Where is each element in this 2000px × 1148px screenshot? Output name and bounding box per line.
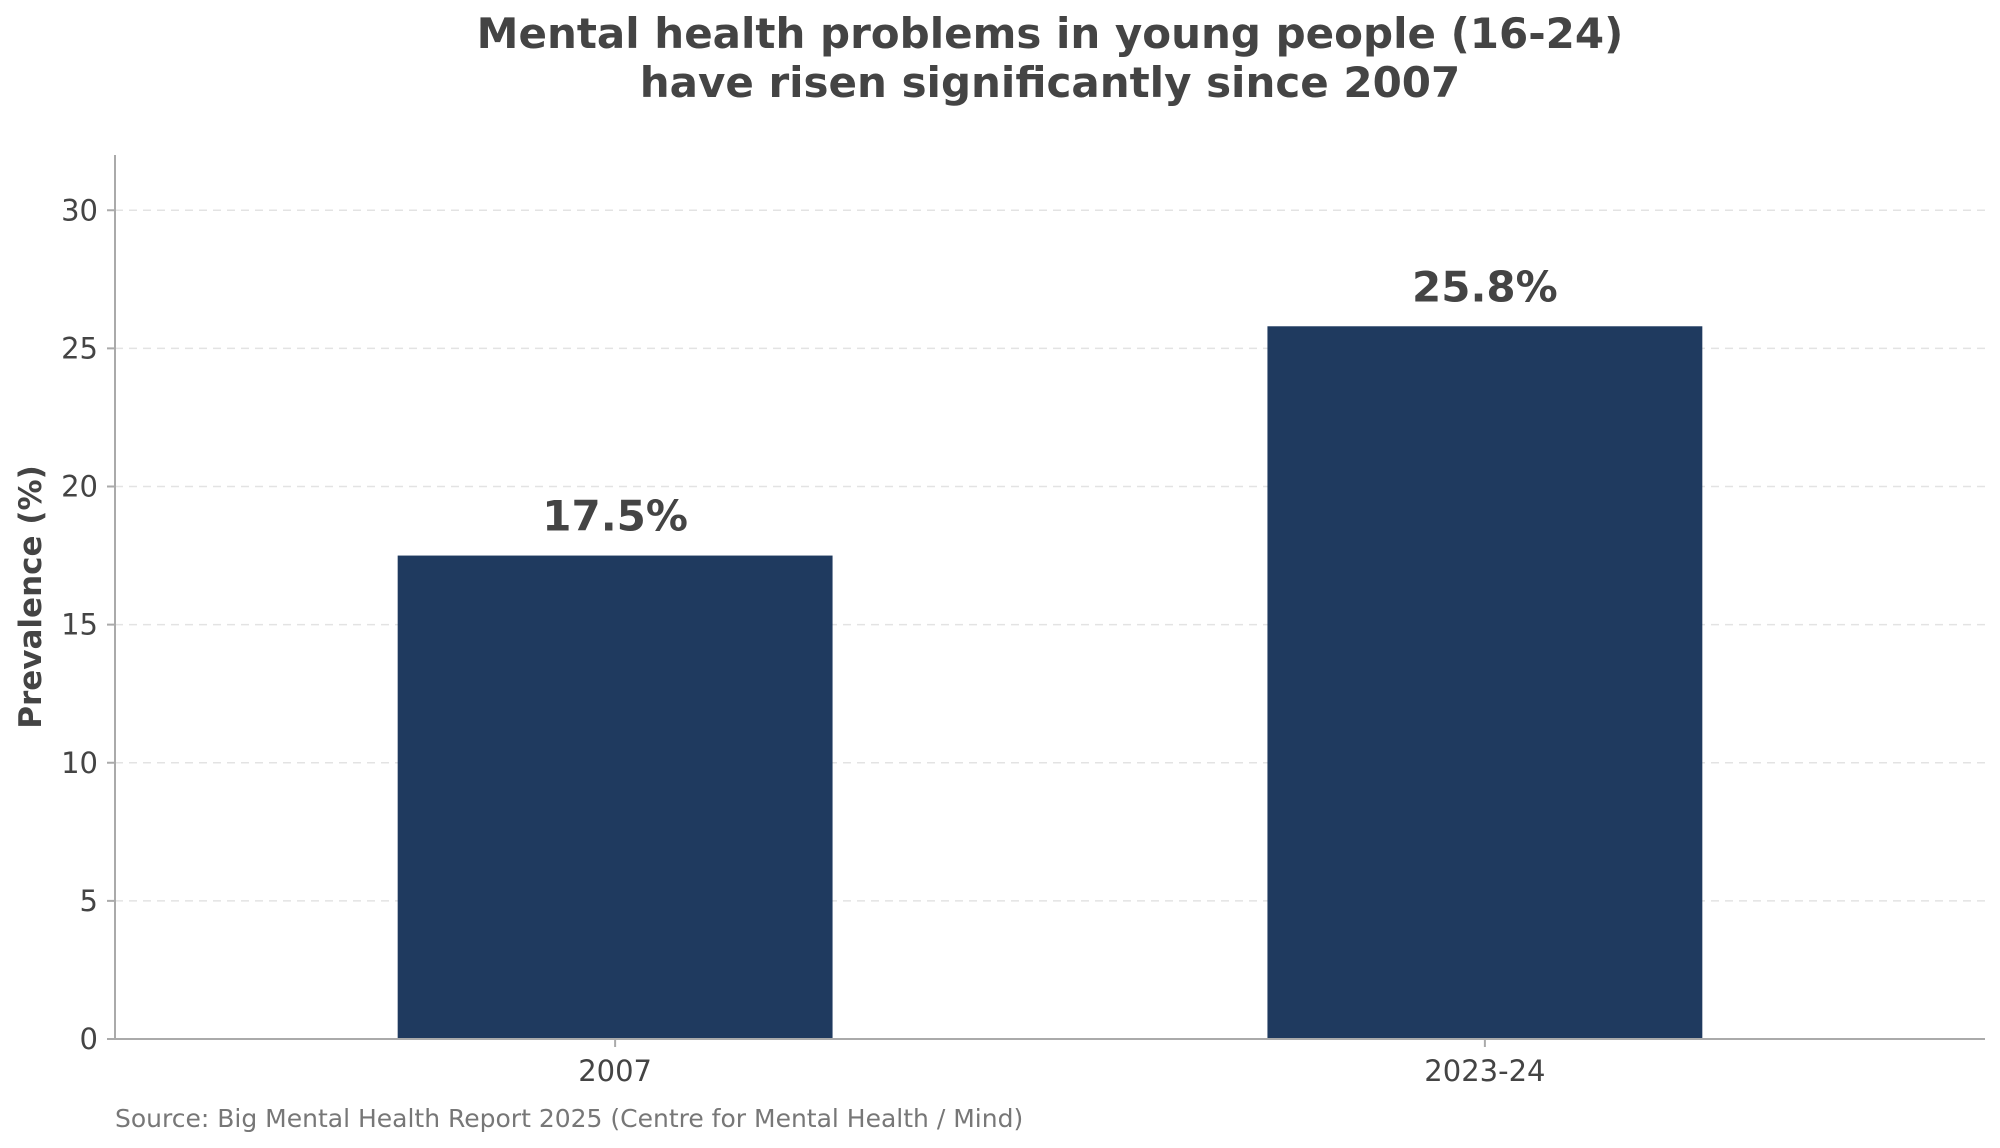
bar-value-label: 17.5%	[542, 492, 688, 541]
bar-2007	[397, 555, 833, 1039]
y-tick-label: 15	[61, 608, 98, 642]
chart-title-line-2: have risen significantly since 2007	[640, 58, 1461, 107]
y-tick-label: 10	[61, 746, 98, 780]
bar-value-label: 25.8%	[1412, 262, 1558, 311]
y-tick-label: 20	[61, 470, 98, 504]
x-tick-label: 2023-24	[1424, 1054, 1545, 1088]
y-tick-label: 0	[80, 1022, 98, 1056]
y-axis-label: Prevalence (%)	[13, 465, 49, 728]
chart-title: Mental health problems in young people (…	[477, 9, 1624, 107]
y-tick-label: 25	[61, 331, 98, 365]
bar-value-labels: 17.5% 25.8%	[542, 262, 1557, 540]
chart-title-line-1: Mental health problems in young people (…	[477, 9, 1624, 58]
source-note: Source: Big Mental Health Report 2025 (C…	[115, 1104, 1023, 1133]
x-axis-ticks: 2007 2023-24	[578, 1039, 1545, 1088]
gridlines	[115, 209, 1985, 902]
y-tick-label: 30	[61, 193, 98, 227]
bar-2023-24	[1267, 326, 1703, 1039]
x-tick-label: 2007	[578, 1054, 652, 1088]
y-axis-ticks: 0 5 10 15 20 25 30	[61, 193, 115, 1056]
bars	[397, 326, 1703, 1039]
y-tick-label: 5	[80, 884, 98, 918]
